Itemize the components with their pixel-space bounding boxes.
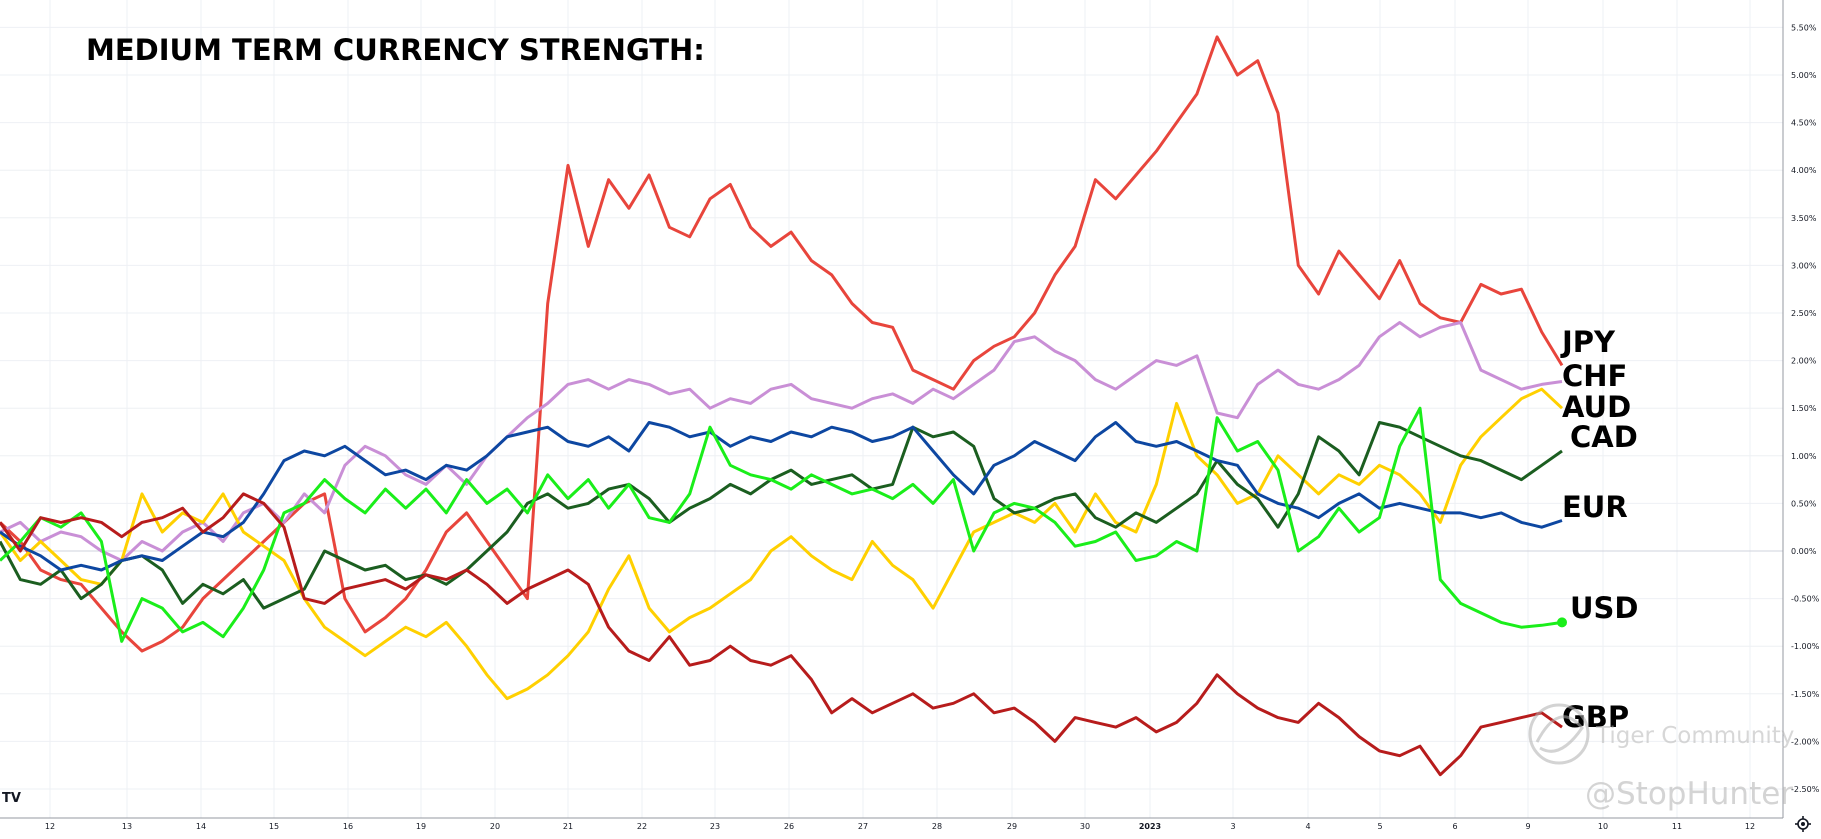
- x-tick-label: 21: [563, 822, 573, 831]
- x-tick-label: 9: [1525, 822, 1530, 831]
- x-tick-label: 10: [1598, 822, 1608, 831]
- x-tick-label: 26: [784, 822, 794, 831]
- series-line-aud: [0, 387, 1564, 701]
- series-line-gbp: [0, 492, 1563, 777]
- x-tick-label: 22: [637, 822, 647, 831]
- series-line-usd: [0, 406, 1563, 643]
- tiger-logo-icon: [1528, 703, 1590, 765]
- series-label-gbp: GBP: [1562, 700, 1629, 734]
- tiger-swirl-icon: [1535, 715, 1584, 753]
- y-axis: 5.50% 5.00% 4.50% 4.00% 3.50% 3.00% 2.50% 2.00%…: [1782, 0, 1820, 818]
- handle-watermark-text: @StopHunter: [1585, 776, 1793, 812]
- x-tick-label: 28: [932, 822, 942, 831]
- tiger-community-watermark: Tiger Community: [1528, 703, 1794, 765]
- y-tick-label: 4.50%: [1791, 119, 1817, 128]
- x-tick-label: 19: [416, 822, 426, 831]
- x-tick-label: 27: [858, 822, 868, 831]
- y-tick-label: 1.50%: [1791, 404, 1817, 413]
- y-tick-label: -2.50%: [1791, 785, 1820, 794]
- x-tick-label: 29: [1007, 822, 1017, 831]
- x-tick-label: 5: [1377, 822, 1382, 831]
- series-line-chf: [0, 321, 1563, 562]
- x-tick-label: 6: [1452, 822, 1457, 831]
- gear-icon[interactable]: [1795, 816, 1811, 832]
- series-label-aud: AUD: [1562, 390, 1631, 424]
- x-tick-label: 14: [196, 822, 206, 831]
- community-watermark-text: Tiger Community: [1595, 723, 1794, 749]
- y-tick-label: 2.00%: [1791, 357, 1817, 366]
- x-tick-label: 13: [122, 822, 132, 831]
- x-tick-label: 2023: [1139, 822, 1161, 831]
- y-tick-label: -1.00%: [1791, 642, 1820, 651]
- x-axis: 12 13 14 15 16 19 20 21 22 23 26 27 28 29 30 2023 3 4 5 6 9 1…: [0, 817, 1783, 831]
- series-label-jpy: JPY: [1560, 325, 1616, 359]
- x-tick-label: 23: [710, 822, 720, 831]
- y-tick-label: -0.50%: [1791, 595, 1820, 604]
- usd-endpoint-dot: [1557, 617, 1567, 628]
- tradingview-logo[interactable]: TV: [2, 791, 21, 806]
- y-tick-label: 1.00%: [1791, 452, 1817, 461]
- chart-title: MEDIUM TERM CURRENCY STRENGTH:: [86, 33, 705, 67]
- x-tick-label: 15: [269, 822, 279, 831]
- x-tick-label: 30: [1080, 822, 1090, 831]
- y-tick-label: 4.00%: [1791, 166, 1817, 175]
- y-tick-label: 3.50%: [1791, 214, 1817, 223]
- y-tick-label: 5.00%: [1791, 71, 1817, 80]
- x-tick-label: 16: [343, 822, 353, 831]
- y-tick-label: 3.00%: [1791, 261, 1817, 270]
- series-label-cad: CAD: [1570, 420, 1638, 454]
- x-tick-label: 12: [45, 822, 55, 831]
- y-tick-label: -2.00%: [1791, 737, 1820, 746]
- y-tick-label: 2.50%: [1791, 309, 1817, 318]
- series-label-usd: USD: [1570, 591, 1639, 625]
- series-line-eur: [0, 421, 1563, 572]
- y-tick-label: 5.50%: [1791, 23, 1817, 32]
- y-tick-label: 0.00%: [1791, 547, 1817, 556]
- x-tick-label: 12: [1745, 822, 1755, 831]
- x-tick-label: 20: [490, 822, 500, 831]
- y-tick-label: -1.50%: [1791, 690, 1820, 699]
- x-tick-label: 11: [1672, 822, 1682, 831]
- x-tick-label: 4: [1305, 822, 1310, 831]
- x-tick-label: 3: [1230, 822, 1235, 831]
- series-line-cad: [0, 421, 1563, 610]
- y-tick-label: 0.50%: [1791, 499, 1817, 508]
- series-label-eur: EUR: [1562, 490, 1628, 524]
- series-label-chf: CHF: [1562, 359, 1627, 393]
